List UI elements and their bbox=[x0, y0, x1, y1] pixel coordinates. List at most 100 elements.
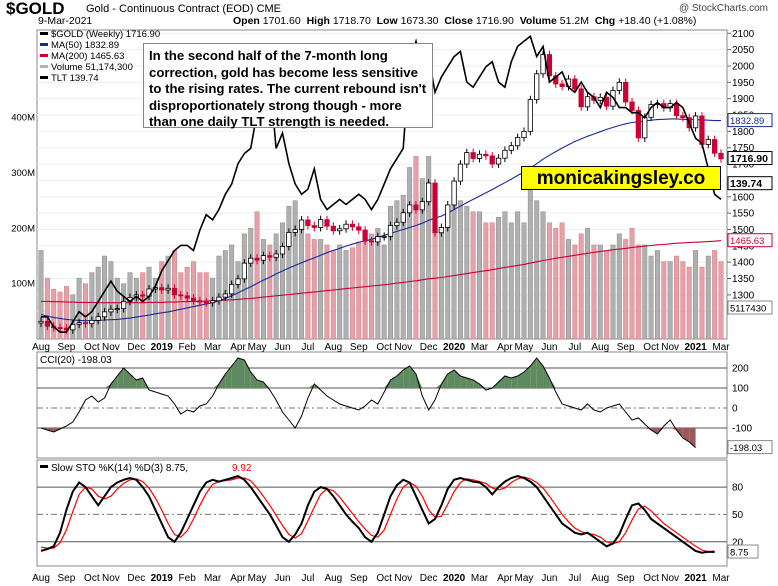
chg-label: Chg bbox=[594, 15, 616, 27]
candle-body bbox=[534, 73, 540, 101]
candle-body bbox=[426, 182, 432, 203]
volume-bar bbox=[674, 255, 679, 340]
price-x-label-20: May bbox=[515, 342, 534, 353]
candle-body bbox=[343, 223, 349, 230]
sto-x-label-5: 2019 bbox=[151, 573, 174, 584]
sto-tick-label: 20 bbox=[732, 537, 744, 548]
volume-bar bbox=[445, 217, 451, 340]
candle-body bbox=[44, 320, 50, 327]
legend-label-4: TLT 139.74 bbox=[51, 73, 99, 84]
cci-tick-label: -100 bbox=[732, 424, 752, 435]
candle-body bbox=[603, 96, 610, 107]
volume-bar bbox=[623, 239, 629, 340]
candle-body bbox=[279, 246, 286, 255]
volume-bar bbox=[635, 244, 641, 340]
sto-x-label-8: Apr bbox=[230, 573, 246, 584]
price-x-label-6: Feb bbox=[179, 342, 197, 353]
sto-title-d: 9.92 bbox=[232, 463, 252, 474]
candle-body bbox=[292, 229, 298, 233]
candle-body bbox=[508, 145, 514, 151]
sto-value-label: 8.75 bbox=[730, 548, 749, 559]
price-tick-label: 1800 bbox=[732, 127, 755, 138]
volume-bar bbox=[578, 233, 584, 340]
price-tick-label: 1700 bbox=[732, 160, 755, 171]
price-tick-label: 2050 bbox=[732, 45, 755, 56]
volume-bar bbox=[311, 239, 317, 340]
cci-value-box bbox=[727, 440, 773, 455]
close-value: 1716.90 bbox=[475, 15, 514, 27]
candle-body bbox=[623, 81, 629, 103]
cci-positive-fill bbox=[549, 378, 556, 388]
cci-positive-fill bbox=[238, 358, 245, 388]
price-tick-label: 1400 bbox=[732, 258, 755, 269]
cci-positive-fill bbox=[396, 370, 404, 388]
low-value: 1673.30 bbox=[400, 15, 439, 27]
volume-value-label-box bbox=[727, 300, 773, 315]
volume-bar bbox=[686, 266, 692, 340]
volume-bar bbox=[667, 261, 673, 340]
ma50-value-label: 1832.89 bbox=[730, 116, 764, 127]
sto-x-label-28: Mar bbox=[712, 573, 730, 584]
cci-positive-fill bbox=[454, 370, 461, 388]
candle-body bbox=[190, 297, 197, 302]
sto-x-label-9: May bbox=[248, 573, 267, 584]
candle-body bbox=[616, 81, 622, 91]
candle-body bbox=[171, 287, 178, 296]
cci-positive-fill bbox=[447, 370, 455, 388]
volume-bar bbox=[457, 200, 463, 340]
candle-body bbox=[553, 75, 559, 85]
volume-bar bbox=[152, 277, 158, 340]
candle-body bbox=[718, 152, 724, 160]
candle-body bbox=[629, 101, 635, 111]
price-x-label-21: Jun bbox=[541, 342, 557, 353]
candle-body bbox=[229, 283, 235, 295]
high-label: High bbox=[306, 15, 330, 27]
cci-negative-fill bbox=[689, 428, 696, 448]
cci-positive-fill bbox=[129, 374, 137, 388]
cci-positive-fill bbox=[218, 374, 226, 388]
legend-swatch bbox=[40, 76, 48, 79]
price-x-label-3: Nov bbox=[102, 342, 120, 353]
candle-body bbox=[419, 201, 425, 211]
cci-positive-fill bbox=[136, 378, 143, 388]
candle-body bbox=[216, 296, 222, 302]
price-tick-label: 1300 bbox=[732, 290, 755, 301]
volume-bar bbox=[693, 250, 699, 340]
price-x-label-10: Jun bbox=[274, 342, 290, 353]
candle-body bbox=[222, 293, 228, 298]
volume-bar bbox=[267, 244, 273, 340]
low-label: Low bbox=[376, 15, 398, 27]
legend-swatch bbox=[40, 54, 48, 57]
candle-body bbox=[692, 115, 699, 129]
cci-tick-label: 200 bbox=[732, 364, 749, 375]
volume-bar bbox=[108, 261, 114, 340]
cci-positive-fill bbox=[441, 374, 448, 388]
volume-bar bbox=[610, 244, 616, 340]
volume-bar bbox=[515, 211, 521, 340]
cci-positive-fill bbox=[415, 374, 423, 388]
price-x-label-9: May bbox=[248, 342, 267, 353]
price-x-label-2: Oct bbox=[84, 342, 100, 353]
sto-x-label-15: Nov bbox=[394, 573, 412, 584]
sto-legend-swatch bbox=[40, 465, 48, 468]
sto-x-label-2: Oct bbox=[84, 573, 100, 584]
price-tick-label: 1350 bbox=[732, 274, 755, 285]
candle-body bbox=[184, 295, 190, 299]
volume-bar bbox=[51, 288, 57, 340]
candle-body bbox=[413, 204, 419, 211]
open-label: Open bbox=[233, 15, 260, 27]
volume-bar bbox=[280, 222, 285, 340]
cci-positive-fill bbox=[117, 368, 124, 388]
candle-body bbox=[38, 320, 44, 324]
volume-bar bbox=[254, 211, 260, 340]
volume-bar bbox=[464, 205, 470, 340]
price-tick-label: 1750 bbox=[732, 143, 755, 154]
price-x-label-23: Aug bbox=[591, 342, 609, 353]
volume-bar bbox=[616, 233, 622, 340]
sto-x-label-22: Jul bbox=[568, 573, 581, 584]
cci-positive-fill bbox=[403, 366, 410, 388]
price-x-label-12: Aug bbox=[324, 342, 342, 353]
price-tick-label: 1500 bbox=[732, 225, 755, 236]
candle-body bbox=[572, 78, 578, 90]
volume-bar bbox=[140, 272, 146, 340]
